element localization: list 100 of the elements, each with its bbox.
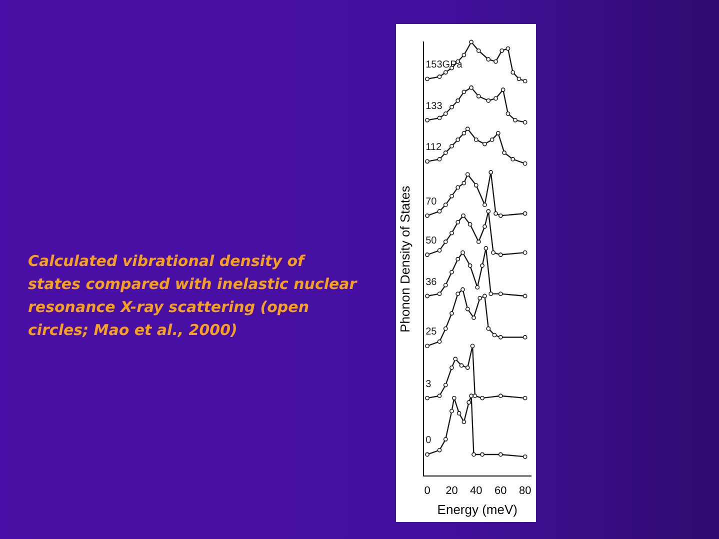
point bbox=[462, 180, 466, 186]
x-axis-title: Energy (meV) bbox=[437, 502, 518, 517]
point bbox=[498, 213, 503, 218]
point bbox=[474, 137, 478, 142]
point bbox=[506, 111, 510, 116]
point bbox=[443, 326, 448, 331]
point bbox=[482, 294, 487, 298]
point bbox=[437, 209, 442, 214]
point bbox=[466, 400, 472, 405]
point bbox=[498, 292, 503, 296]
point bbox=[498, 394, 503, 398]
point bbox=[469, 85, 474, 90]
point bbox=[469, 394, 474, 398]
point bbox=[425, 452, 430, 457]
point bbox=[522, 78, 528, 84]
point bbox=[522, 120, 528, 125]
point bbox=[522, 161, 528, 166]
point bbox=[443, 150, 448, 155]
point bbox=[450, 408, 454, 414]
point bbox=[522, 250, 528, 255]
point bbox=[510, 70, 516, 75]
point bbox=[498, 335, 503, 340]
point bbox=[469, 40, 474, 44]
point bbox=[468, 263, 472, 268]
point bbox=[437, 448, 442, 452]
series-label: 112 bbox=[426, 142, 442, 154]
point bbox=[484, 246, 488, 250]
point bbox=[488, 292, 494, 296]
point bbox=[425, 118, 430, 122]
point bbox=[450, 311, 454, 316]
y-axis-title: Phonon Density of States bbox=[397, 185, 412, 332]
point bbox=[465, 365, 470, 370]
point bbox=[498, 452, 503, 457]
x-tick-label: 0 bbox=[424, 484, 430, 497]
point bbox=[437, 292, 442, 296]
point bbox=[425, 76, 430, 82]
point bbox=[516, 76, 522, 82]
point bbox=[498, 252, 503, 257]
series-label: 36 bbox=[426, 276, 438, 288]
point bbox=[437, 339, 442, 344]
point bbox=[486, 98, 491, 103]
point bbox=[443, 202, 448, 208]
text: Calculated vibrational density of states compared with inelastic nuclear resonance X-ray scattering (open circles; Mao et al., 2000) bbox=[28, 251, 358, 341]
point bbox=[462, 52, 466, 58]
point bbox=[450, 194, 454, 198]
x-tick-label: 80 bbox=[518, 484, 532, 497]
point bbox=[450, 144, 454, 148]
point bbox=[472, 316, 476, 320]
series-label: 0 bbox=[426, 435, 432, 446]
point bbox=[450, 104, 454, 110]
point bbox=[486, 326, 491, 331]
point bbox=[486, 57, 491, 62]
point bbox=[453, 356, 458, 362]
point bbox=[522, 454, 528, 459]
point bbox=[425, 294, 430, 298]
point bbox=[482, 142, 487, 146]
point bbox=[425, 213, 430, 218]
series-label: 50 bbox=[426, 236, 438, 247]
point bbox=[465, 126, 470, 132]
point bbox=[480, 396, 484, 400]
point bbox=[492, 332, 497, 338]
point bbox=[460, 287, 465, 292]
point bbox=[500, 48, 504, 53]
point bbox=[461, 213, 466, 218]
point bbox=[513, 118, 518, 122]
point bbox=[476, 48, 481, 53]
series-label: 70 bbox=[426, 196, 438, 208]
point bbox=[456, 98, 460, 103]
point bbox=[476, 94, 481, 98]
point bbox=[437, 394, 442, 398]
point bbox=[494, 211, 498, 216]
series-label: 25 bbox=[426, 326, 438, 338]
point bbox=[456, 292, 460, 296]
point bbox=[450, 230, 454, 236]
point bbox=[488, 170, 494, 174]
point bbox=[480, 263, 484, 268]
point bbox=[456, 185, 460, 190]
point bbox=[450, 365, 454, 370]
point bbox=[476, 240, 481, 244]
point bbox=[496, 130, 500, 136]
series-label: 133 bbox=[426, 100, 443, 112]
point bbox=[425, 159, 430, 164]
point bbox=[506, 46, 510, 51]
point bbox=[522, 294, 528, 298]
point bbox=[482, 224, 487, 229]
point bbox=[456, 137, 460, 142]
point bbox=[486, 209, 491, 214]
point bbox=[502, 150, 506, 155]
point bbox=[478, 296, 482, 300]
point bbox=[500, 88, 506, 92]
point bbox=[437, 157, 442, 162]
point bbox=[456, 256, 460, 262]
x-tick-label: 20 bbox=[446, 484, 458, 497]
point bbox=[437, 248, 442, 253]
point bbox=[472, 452, 476, 457]
point bbox=[468, 222, 472, 227]
point bbox=[474, 183, 478, 188]
point bbox=[465, 306, 470, 312]
point bbox=[490, 137, 494, 142]
point bbox=[482, 202, 487, 208]
